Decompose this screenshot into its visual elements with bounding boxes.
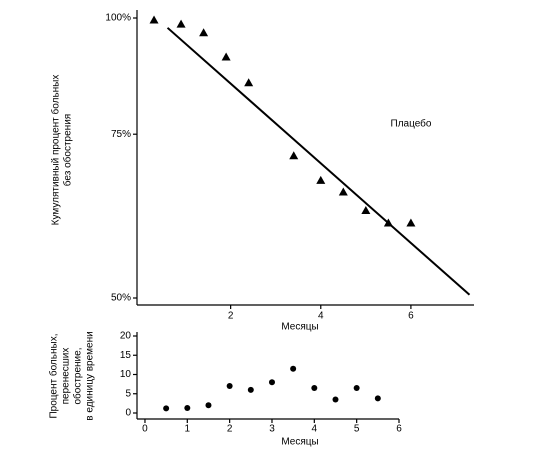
y-axis-label: Процент больных,	[48, 334, 60, 419]
triangle-point	[289, 151, 299, 160]
y-tick-label: 5	[125, 388, 131, 399]
triangle-point	[149, 15, 159, 24]
y-tick-label: 75%	[111, 129, 131, 140]
y-tick-label: 100%	[105, 13, 131, 24]
y-tick-label: 20	[120, 331, 132, 342]
annotation: Плацебо	[391, 118, 432, 130]
x-tick-label: 5	[354, 424, 360, 435]
dot-point	[353, 384, 360, 391]
dot-point	[268, 379, 275, 386]
y-axis-label: обострение,	[72, 347, 84, 404]
y-axis-label: Кумулятивный процент больных	[50, 75, 62, 226]
x-axis-label: Месяцы	[281, 322, 318, 333]
x-tick-label: 2	[228, 311, 234, 322]
x-tick-label: 6	[396, 424, 402, 435]
y-tick-label: 10	[120, 369, 132, 380]
triangle-point	[338, 187, 348, 196]
x-tick-label: 1	[185, 424, 191, 435]
x-tick-label: 2	[227, 424, 233, 435]
fit-line	[166, 27, 471, 296]
dot-point	[163, 405, 170, 412]
triangle-point	[199, 28, 209, 37]
x-axis-label: Месяцы	[281, 437, 318, 448]
y-tick-label: 50%	[111, 293, 131, 304]
dot-point	[184, 404, 191, 411]
dot-point	[332, 396, 339, 403]
triangle-point	[244, 78, 254, 87]
x-tick-label: 6	[408, 311, 414, 322]
x-tick-label: 4	[318, 311, 324, 322]
dot-point	[205, 402, 212, 409]
dot-point	[374, 395, 381, 402]
y-tick-label: 15	[120, 350, 132, 361]
x-tick-label: 4	[312, 424, 318, 435]
y-tick-label: 0	[125, 408, 131, 419]
triangle-point	[406, 218, 416, 227]
dot-point	[311, 384, 318, 391]
x-tick-label: 0	[142, 424, 148, 435]
dot-point	[290, 365, 297, 372]
triangle-point	[316, 175, 326, 184]
triangle-point	[176, 19, 186, 28]
triangle-point	[221, 52, 231, 61]
x-tick-label: 3	[269, 424, 275, 435]
y-axis-label: в единицу времени	[85, 331, 96, 420]
y-axis-label: перенесших	[61, 348, 72, 405]
triangle-point	[361, 205, 371, 214]
dot-point	[226, 383, 233, 390]
y-axis-label: без обострения	[62, 114, 74, 186]
dot-point	[247, 386, 254, 393]
